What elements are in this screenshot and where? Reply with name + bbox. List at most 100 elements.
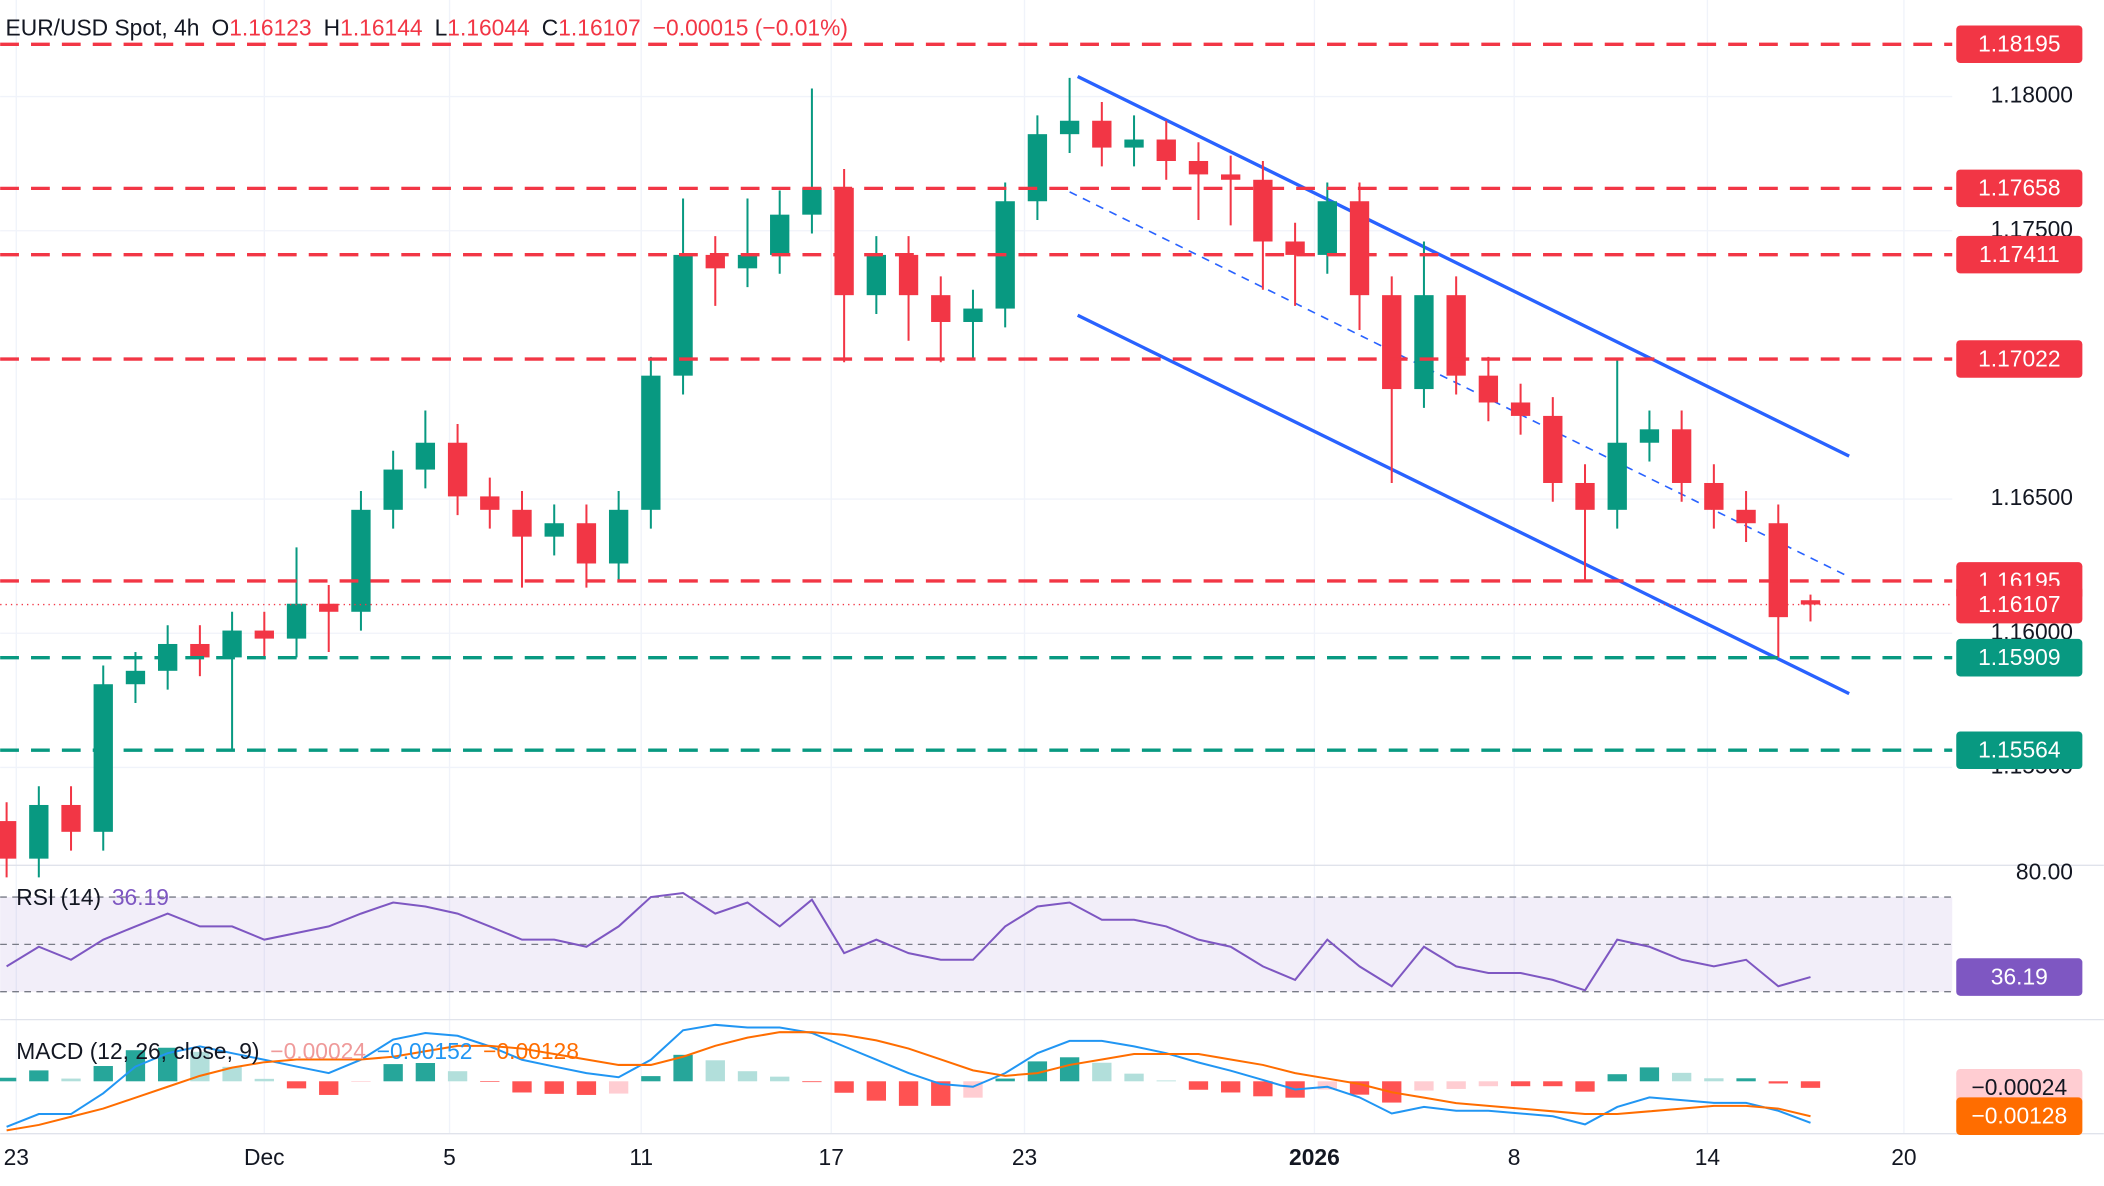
candle-body [802, 187, 822, 215]
macd-header: MACD (12, 26, close, 9) −0.00024 −0.00152−… [16, 1038, 579, 1064]
level-label-bg [1956, 638, 2083, 677]
macd-histogram-bar [995, 1078, 1015, 1082]
candle-body [1768, 523, 1788, 618]
macd-histogram-bar [29, 1070, 49, 1082]
x-tick-label: 2026 [1289, 1144, 1340, 1170]
macd-signal-label: −0.00128 [1971, 1103, 2067, 1129]
ohlc-label: H [324, 15, 340, 41]
macd-histogram-bar [1027, 1061, 1048, 1082]
macd-histogram-bar [1639, 1067, 1660, 1082]
macd-histogram-bar [1704, 1078, 1724, 1082]
macd-series-value: −0.00152 [377, 1038, 473, 1064]
candle-body [641, 375, 661, 510]
level-label: 1.17022 [1978, 345, 2060, 371]
candle-body [512, 509, 532, 537]
rsi-title: RSI (14) [16, 884, 101, 910]
macd-histogram-bar [1768, 1081, 1788, 1084]
candle-body [29, 804, 49, 859]
macd-histogram-bar [93, 1066, 113, 1082]
macd-histogram-bar [222, 1066, 242, 1082]
macd-histogram-bar [1736, 1078, 1756, 1082]
candle-body [1607, 442, 1627, 510]
ohlc-label: O [211, 15, 229, 41]
macd-histogram-bar [480, 1081, 500, 1082]
rsi-band [0, 897, 1953, 992]
macd-histogram-label: −0.00024 [1971, 1074, 2067, 1100]
candle-body [1027, 134, 1048, 202]
candle-body [286, 603, 307, 639]
macd-histogram-bar [544, 1081, 564, 1094]
candle-body [319, 603, 339, 612]
level-label-bg [1956, 169, 2083, 208]
macd-histogram-bar [608, 1081, 629, 1094]
macd-line [6, 1023, 1811, 1128]
macd-histogram-bar [1414, 1081, 1434, 1091]
macd-histogram-bar [641, 1076, 661, 1082]
candle-body [576, 523, 597, 564]
channel-line [1076, 74, 1850, 458]
channel-line [1069, 191, 1850, 578]
ohlc-label: L [435, 15, 448, 41]
candle-body [1317, 201, 1337, 255]
macd-hist-value: −0.00024 [270, 1038, 366, 1064]
candle-body [222, 630, 242, 658]
macd-histogram-bar [351, 1081, 371, 1082]
candle-body [0, 821, 17, 859]
candle-body [1671, 429, 1692, 483]
macd-histogram-bar [1317, 1081, 1337, 1090]
candle-body [1156, 139, 1176, 161]
macd-histogram-bar [1156, 1080, 1176, 1082]
macd-histogram-bar [770, 1076, 790, 1082]
candle-body [190, 643, 210, 658]
rsi-value: 36.19 [112, 884, 169, 910]
macd-histogram-bar [1607, 1074, 1627, 1082]
macd-histogram-bar [898, 1081, 919, 1106]
macd-histogram-bar [1446, 1081, 1466, 1089]
level-label-bg [1956, 731, 2083, 770]
x-tick-label: 20 [1891, 1144, 1916, 1170]
candle-body [737, 254, 758, 269]
candle-body [1639, 429, 1660, 443]
level-label: 1.17411 [1979, 241, 2060, 267]
level-label-bg [1956, 25, 2083, 64]
macd-histogram-bar [254, 1078, 274, 1082]
candle-body [770, 214, 790, 255]
candle-body [1510, 402, 1531, 416]
candle-body [1736, 509, 1756, 524]
macd-histogram-bar [705, 1060, 725, 1082]
rsi-line [6, 891, 1811, 992]
candle-body [544, 523, 564, 537]
x-tick-label: 8 [1508, 1144, 1521, 1170]
candle-body [1188, 160, 1209, 175]
macd-histogram-bar [447, 1071, 468, 1082]
macd-histogram-bar [737, 1071, 758, 1082]
candle-body [834, 187, 854, 296]
candle-body [125, 670, 146, 685]
macd-histogram-bar [1092, 1062, 1112, 1082]
candle-body [61, 804, 81, 832]
macd-histogram-bar [1800, 1081, 1821, 1088]
candle-body [1478, 375, 1499, 403]
candle-body [1704, 482, 1724, 510]
header: EUR/USD Spot, 4h O1.16123 H1.16144 L1.16044… [6, 15, 848, 41]
candle-body [480, 496, 500, 510]
macd-histogram-bar [673, 1054, 693, 1082]
level-label: 1.15564 [1978, 737, 2061, 763]
level-label-bg [1956, 340, 2083, 378]
macd-histogram-bar [1059, 1057, 1080, 1082]
x-tick-label: 11 [629, 1144, 653, 1170]
level-label: 1.15909 [1978, 644, 2060, 670]
ohlc-value: 1.16144 [340, 15, 423, 41]
x-tick-label: 17 [819, 1144, 844, 1170]
candle-body [1092, 120, 1112, 148]
channel-line [1076, 313, 1850, 696]
candle-body [1349, 201, 1370, 296]
candle-body [963, 308, 983, 322]
candle-body [1543, 415, 1563, 483]
candle-body [351, 509, 371, 612]
macd-histogram-bar [1478, 1081, 1499, 1087]
macd-histogram-bar [1221, 1081, 1241, 1093]
macd-histogram-bar [834, 1081, 854, 1093]
